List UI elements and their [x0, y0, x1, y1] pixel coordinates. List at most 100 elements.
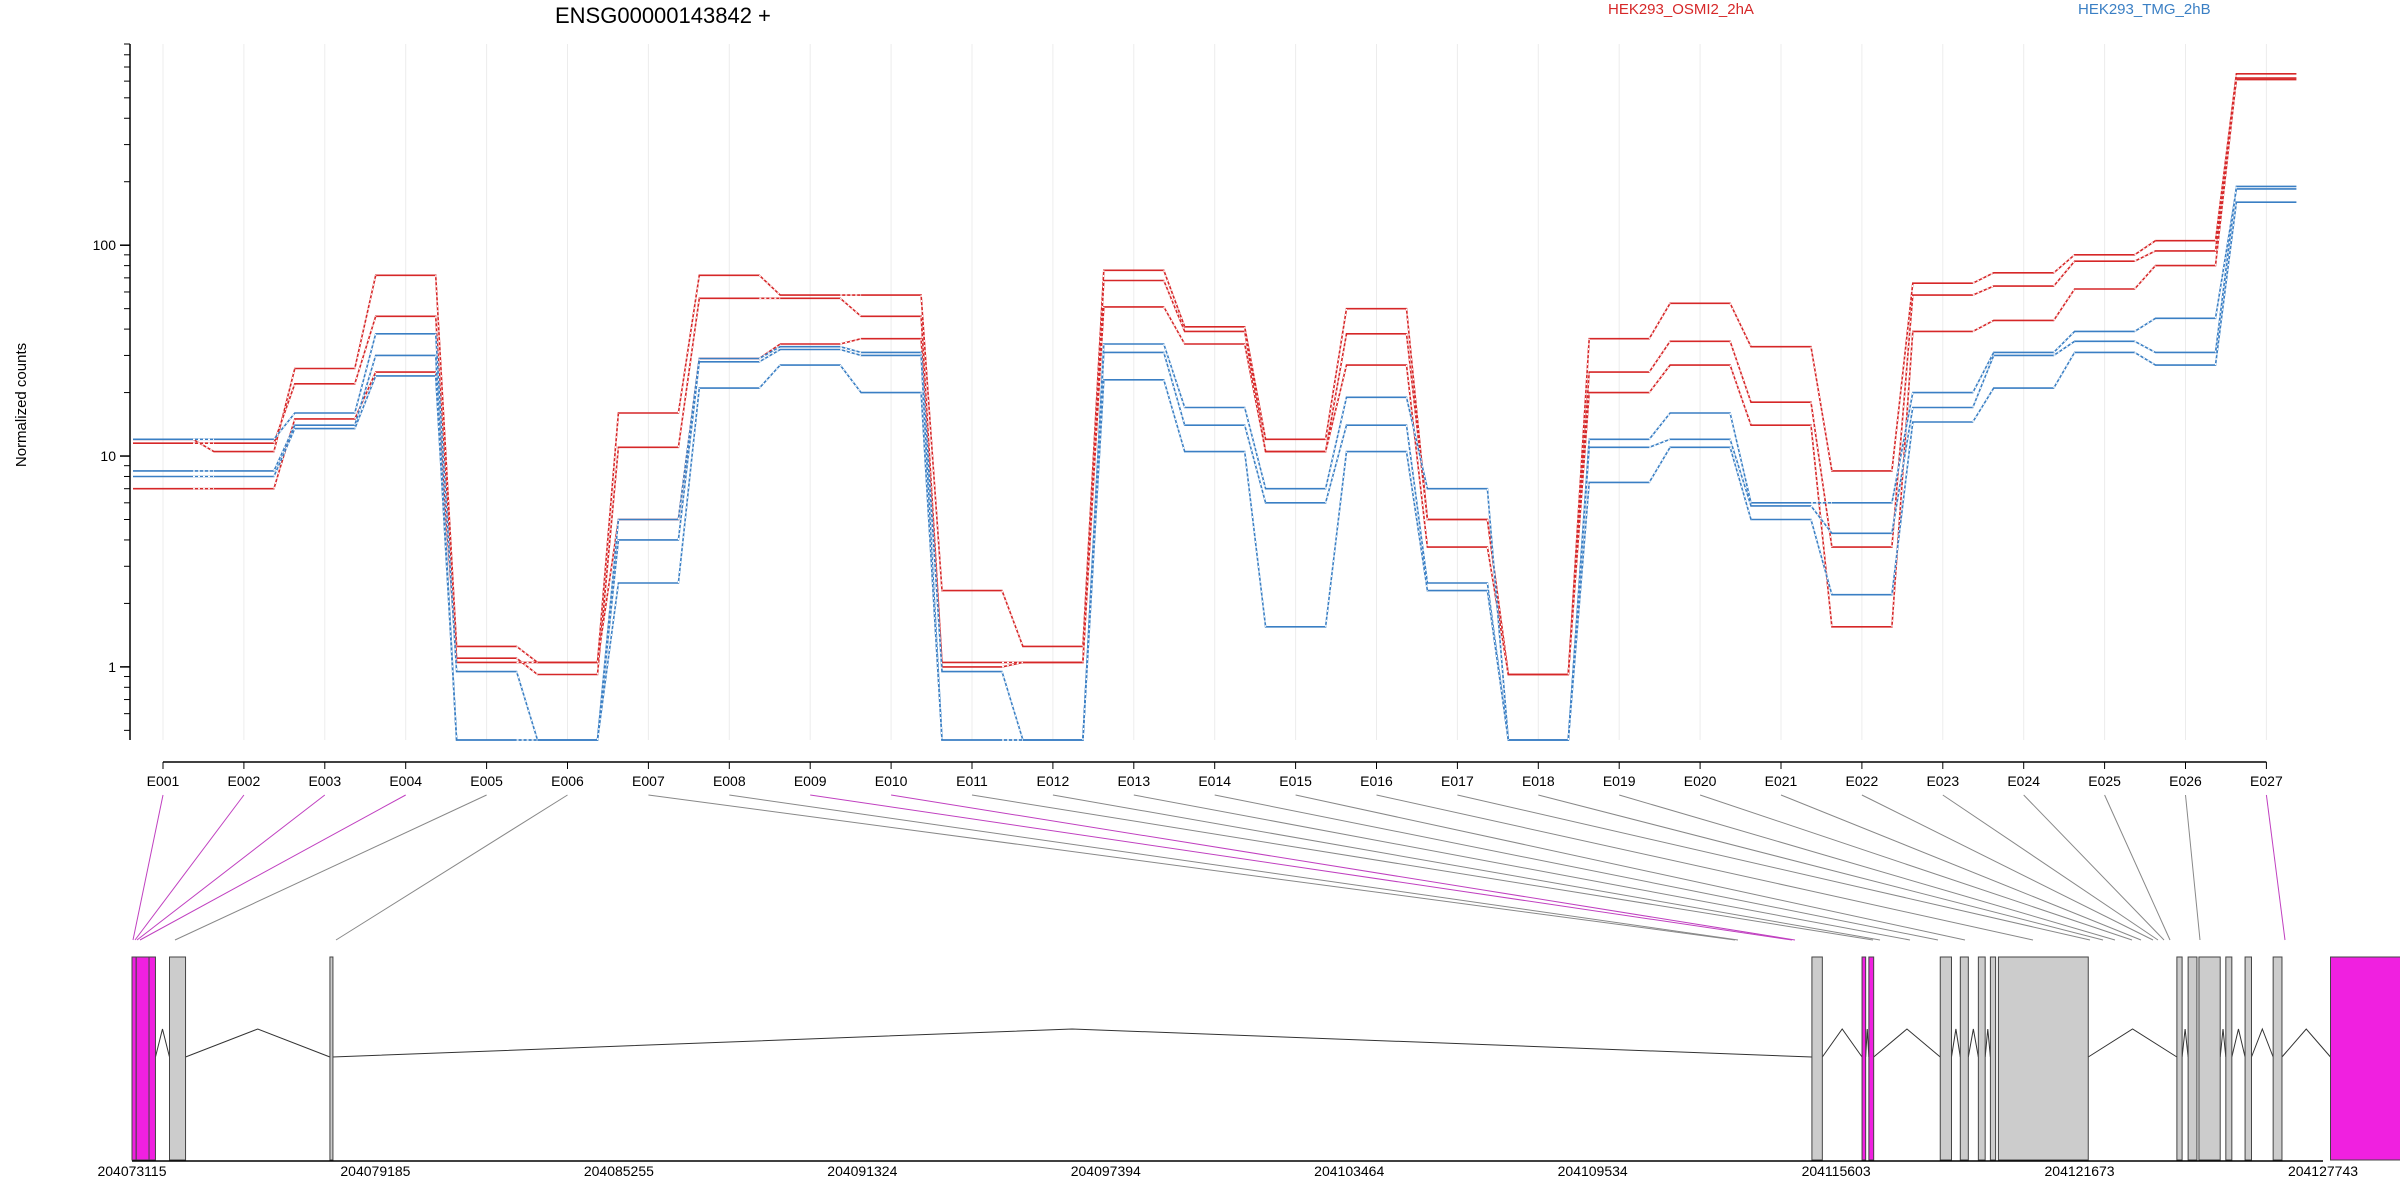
gene-model: 204073115 204079185 204085255 204091324 2040… [97, 956, 2400, 1179]
series-transition-gap [1972, 272, 1994, 284]
x-tick-label-E015: E015 [1279, 773, 1312, 789]
y-tick-label: 100 [93, 237, 117, 253]
exon-block [2330, 956, 2400, 1161]
series-transition-gap [1244, 343, 1267, 452]
x-tick-label-E020: E020 [1684, 773, 1717, 789]
genomic-tick-label: 204127743 [2288, 1163, 2358, 1179]
x-tick-label-E014: E014 [1198, 773, 1231, 789]
series-transition-gap [758, 364, 781, 389]
series-transition-gap [1972, 355, 1995, 408]
intron-line [1984, 1028, 1991, 1058]
series-transition-gap [273, 428, 296, 477]
series-transition-gap [1891, 331, 1914, 627]
x-tick-label-E021: E021 [1765, 773, 1798, 789]
series-transition-gap [1648, 438, 1671, 448]
y-tick-label: 10 [100, 448, 116, 464]
series-transition-gap [1891, 421, 1914, 595]
intron-line [332, 1028, 1812, 1058]
series-transition-gap [596, 447, 619, 675]
series-transition-gap [435, 275, 458, 647]
series-transition-gap [2214, 188, 2237, 319]
series-transition-gap [354, 355, 377, 426]
intron-line [154, 1028, 170, 1058]
x-tick-label-E010: E010 [875, 773, 908, 789]
legend-entry-osmi2: HEK293_OSMI2_2hA [1608, 1, 1754, 18]
series-transition-gap [1405, 425, 1428, 584]
series-line-6 [133, 201, 2297, 741]
series-transition-gap [1810, 425, 1833, 627]
series-transition-gap [1163, 343, 1186, 408]
intron-line [2219, 1028, 2227, 1058]
x-tick-label-E004: E004 [389, 773, 422, 789]
exon-block [1811, 956, 1823, 1161]
series-transition-gap [1325, 397, 1348, 489]
series-transition-gap [840, 346, 862, 354]
connector-E023 [1942, 794, 2159, 941]
series-transition-gap [192, 438, 215, 453]
series-transition-gap [1325, 425, 1348, 503]
x-tick-label-E009: E009 [794, 773, 827, 789]
series-transition-gap [677, 275, 700, 414]
series-transition-gap [435, 316, 458, 659]
exon-block [2244, 956, 2252, 1161]
series-transition-gap [2053, 340, 2075, 356]
x-tick-label-E023: E023 [1926, 773, 1959, 789]
x-tick-label-E027: E027 [2250, 773, 2283, 789]
connector-E009 [810, 794, 1793, 941]
connector-E024 [2023, 794, 2165, 941]
x-tick-label-E008: E008 [713, 773, 746, 789]
series-transition-gap [1648, 364, 1671, 393]
x-tick-label-E012: E012 [1037, 773, 1070, 789]
exon-block [148, 956, 156, 1161]
series-transition-gap [2134, 265, 2156, 290]
x-tick-label-E025: E025 [2088, 773, 2121, 789]
connector-E012 [1052, 794, 1881, 941]
exon-block [329, 956, 334, 1161]
series-transition-gap [1648, 303, 1671, 340]
connector-E014 [1214, 794, 1939, 941]
exon-block [2272, 956, 2283, 1161]
series-transition-gap [2134, 351, 2156, 366]
series-transition-gap [840, 338, 862, 345]
series-transition-gap [2134, 240, 2156, 256]
intron-line [185, 1028, 331, 1058]
series-transition-gap [273, 383, 296, 444]
series-transition-gap [1810, 346, 1833, 472]
exon-block [1977, 956, 1986, 1161]
series-transition-gap [354, 371, 377, 420]
connector-E021 [1780, 794, 2142, 941]
intron-line [2181, 1028, 2189, 1058]
series-transition-gap [1891, 283, 1914, 471]
intron-line [1865, 1028, 1870, 1058]
x-tick-label-E018: E018 [1522, 773, 1555, 789]
series-transition-gap [516, 645, 538, 663]
intron-line [1873, 1028, 1941, 1058]
connector-E015 [1295, 794, 1966, 941]
genomic-tick-label: 204091324 [827, 1163, 897, 1179]
exon-block [2225, 956, 2233, 1161]
x-tick-label-E024: E024 [2007, 773, 2040, 789]
exon-block [169, 956, 187, 1161]
series-transition-gap [1972, 387, 1995, 423]
x-tick-label-E013: E013 [1117, 773, 1150, 789]
series-transition-gap [435, 372, 458, 663]
series-transition-gap [1729, 341, 1752, 403]
y-axis-label: Normalized counts [13, 343, 30, 467]
genomic-tick-label: 204109534 [1558, 1163, 1628, 1179]
x-tick-label-E001: E001 [147, 773, 180, 789]
series-transition-gap [1405, 365, 1428, 548]
connector-E022 [1861, 794, 2154, 941]
series-transition-gap [273, 412, 296, 440]
series-transition-gap [354, 275, 377, 369]
series-transition-gap [1648, 412, 1671, 440]
exon-block [1959, 956, 1969, 1161]
series-line-2 [133, 78, 2297, 676]
series-transition-gap [516, 671, 539, 741]
series-transition-gap [758, 349, 781, 363]
series-transition-gap [435, 333, 458, 672]
series-transition-gap [1567, 392, 1590, 675]
series-transition-gap [1567, 447, 1590, 741]
x-tick-label-E022: E022 [1846, 773, 1879, 789]
genomic-tick-label: 204085255 [584, 1163, 654, 1179]
